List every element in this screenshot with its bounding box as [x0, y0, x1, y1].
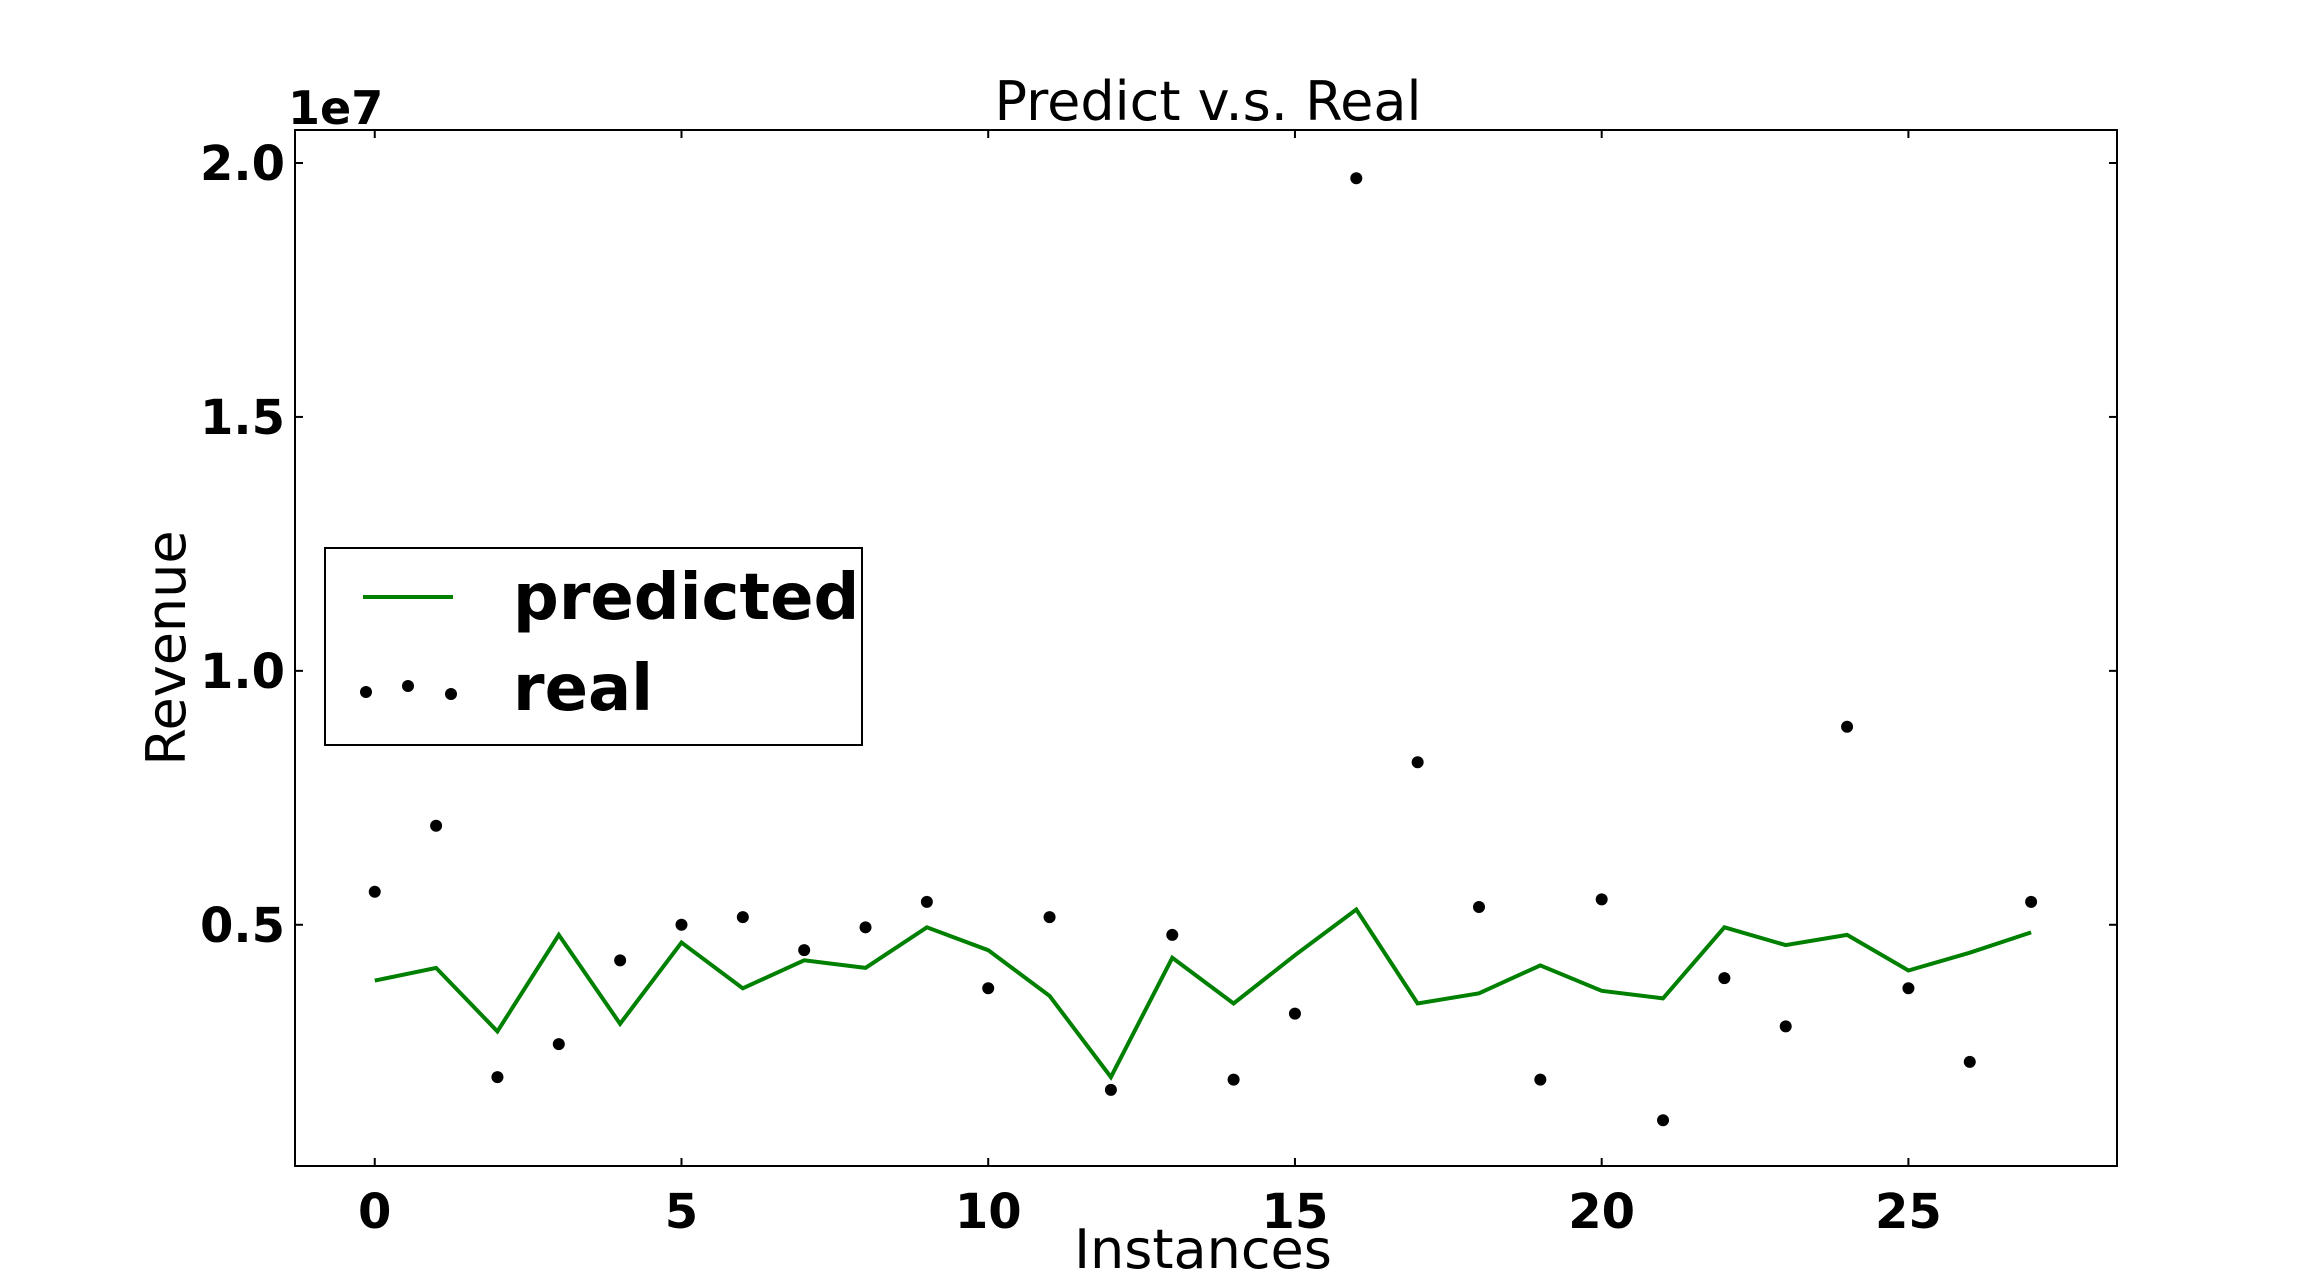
chart-title: Predict v.s. Real [995, 70, 1422, 133]
plot-area: 0 5 10 15 20 25 0.5 1.0 1.5 2.0 [200, 129, 2118, 1240]
real-data-point [1595, 893, 1608, 906]
real-data-point [1718, 972, 1731, 985]
real-data-point [1963, 1055, 1976, 1068]
x-tick-label: 5 [665, 1184, 698, 1240]
real-data-point [1534, 1073, 1547, 1086]
real-data-point [1657, 1114, 1670, 1127]
real-data-point [1411, 756, 1424, 769]
legend-box [324, 547, 863, 746]
real-data-point [2025, 895, 2038, 908]
y-tick-label: 1.0 [200, 644, 285, 700]
x-tick-label: 20 [1568, 1184, 1635, 1240]
y-tick-label: 0.5 [200, 898, 285, 954]
real-data-point [859, 921, 872, 934]
predicted-series-line [374, 906, 2032, 1081]
real-data-point [1104, 1083, 1117, 1096]
x-tick-label: 10 [955, 1184, 1022, 1240]
legend-dot-sample [445, 688, 457, 700]
real-data-point [920, 895, 933, 908]
real-data-point [1779, 1020, 1792, 1033]
y-offset-label: 1e7 [288, 81, 383, 135]
real-data-point [614, 954, 627, 967]
legend-dot-sample [360, 686, 372, 698]
real-data-point [982, 982, 995, 995]
real-data-point [736, 911, 749, 924]
y-tick-label: 1.5 [200, 390, 285, 446]
y-tick-label: 2.0 [200, 136, 285, 192]
real-data-point [675, 918, 688, 931]
real-data-point [1288, 1007, 1301, 1020]
real-data-point [368, 885, 381, 898]
real-data-point [1902, 982, 1915, 995]
y-axis-title: Revenue [135, 530, 198, 765]
x-tick-label: 15 [1262, 1184, 1329, 1240]
x-axis-title: Instances [1074, 1218, 1332, 1280]
x-tick-label: 0 [358, 1184, 391, 1240]
legend: predicted real [324, 547, 863, 746]
real-data-point [1043, 911, 1056, 924]
x-tick-label: 25 [1875, 1184, 1942, 1240]
real-data-point [552, 1038, 565, 1051]
real-data-point [491, 1071, 504, 1084]
real-data-point [1472, 901, 1485, 913]
plot-frame [294, 129, 2118, 1167]
legend-dot-sample [402, 680, 414, 692]
real-data-point [1841, 720, 1854, 733]
real-data-point [1166, 928, 1179, 941]
real-data-point [798, 944, 811, 957]
legend-label-predicted: predicted [513, 561, 859, 635]
real-data-point [1227, 1073, 1240, 1086]
real-data-point [1350, 172, 1363, 185]
legend-label-real: real [513, 652, 653, 726]
real-data-point [430, 819, 443, 832]
